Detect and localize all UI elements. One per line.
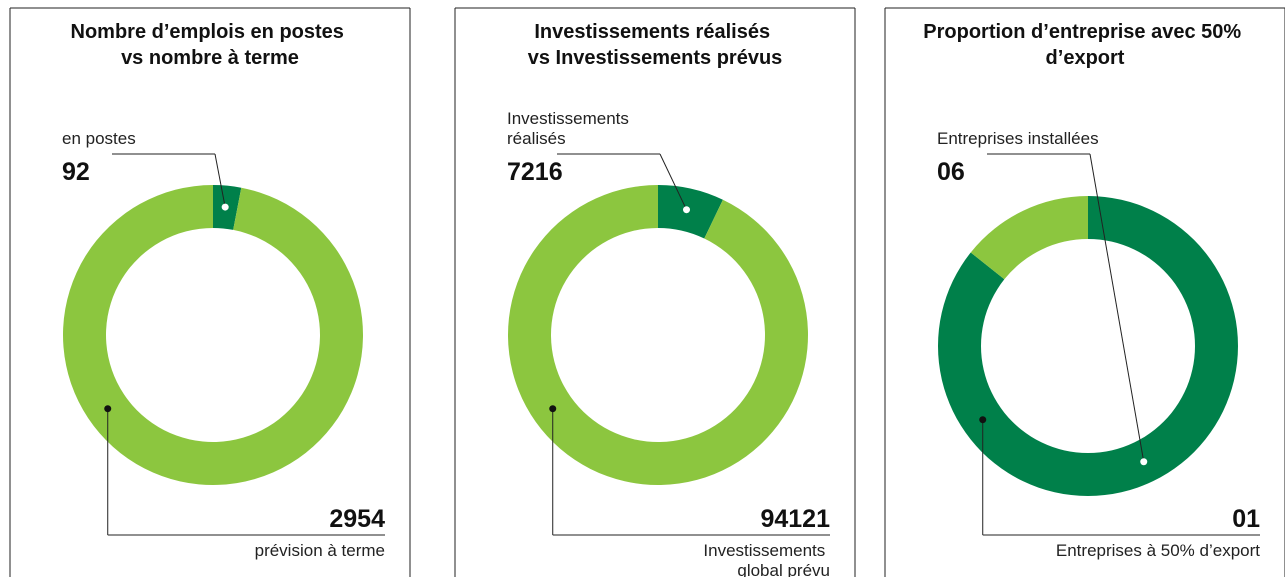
donut-segment — [970, 196, 1088, 280]
legend-label: Entreprises installées — [937, 129, 1099, 148]
leader-dot — [549, 405, 557, 413]
leader-dot — [683, 206, 691, 214]
value-label: 06 — [937, 158, 965, 186]
chart-title: Investissements réalisés vs Investisseme… — [528, 21, 783, 69]
legend-label: Investissements réalisés — [507, 109, 634, 148]
leader-dot — [1140, 458, 1148, 466]
legend-label: Entreprises à 50% d’export — [1056, 541, 1260, 560]
value-label: 94121 — [760, 505, 830, 533]
leader-dot — [104, 405, 112, 413]
value-label: 01 — [1232, 505, 1260, 533]
value-label: 2954 — [329, 505, 385, 533]
chart-title: Nombre d’emplois en postes vs nombre à t… — [71, 21, 350, 69]
leader-line — [1089, 153, 1145, 462]
leader-line — [659, 153, 687, 210]
legend-label: prévision à terme — [255, 541, 385, 560]
legend-label: Investissements global prévu — [703, 541, 830, 577]
value-label: 7216 — [507, 158, 563, 186]
leader-dot — [221, 203, 229, 211]
chart-title: Proportion d’entreprise avec 50% d’expor… — [923, 21, 1246, 69]
value-label: 92 — [62, 158, 90, 186]
leader-line — [214, 153, 226, 208]
legend-label: en postes — [62, 129, 136, 148]
donut-segment — [658, 185, 723, 239]
leader-dot — [979, 416, 987, 424]
